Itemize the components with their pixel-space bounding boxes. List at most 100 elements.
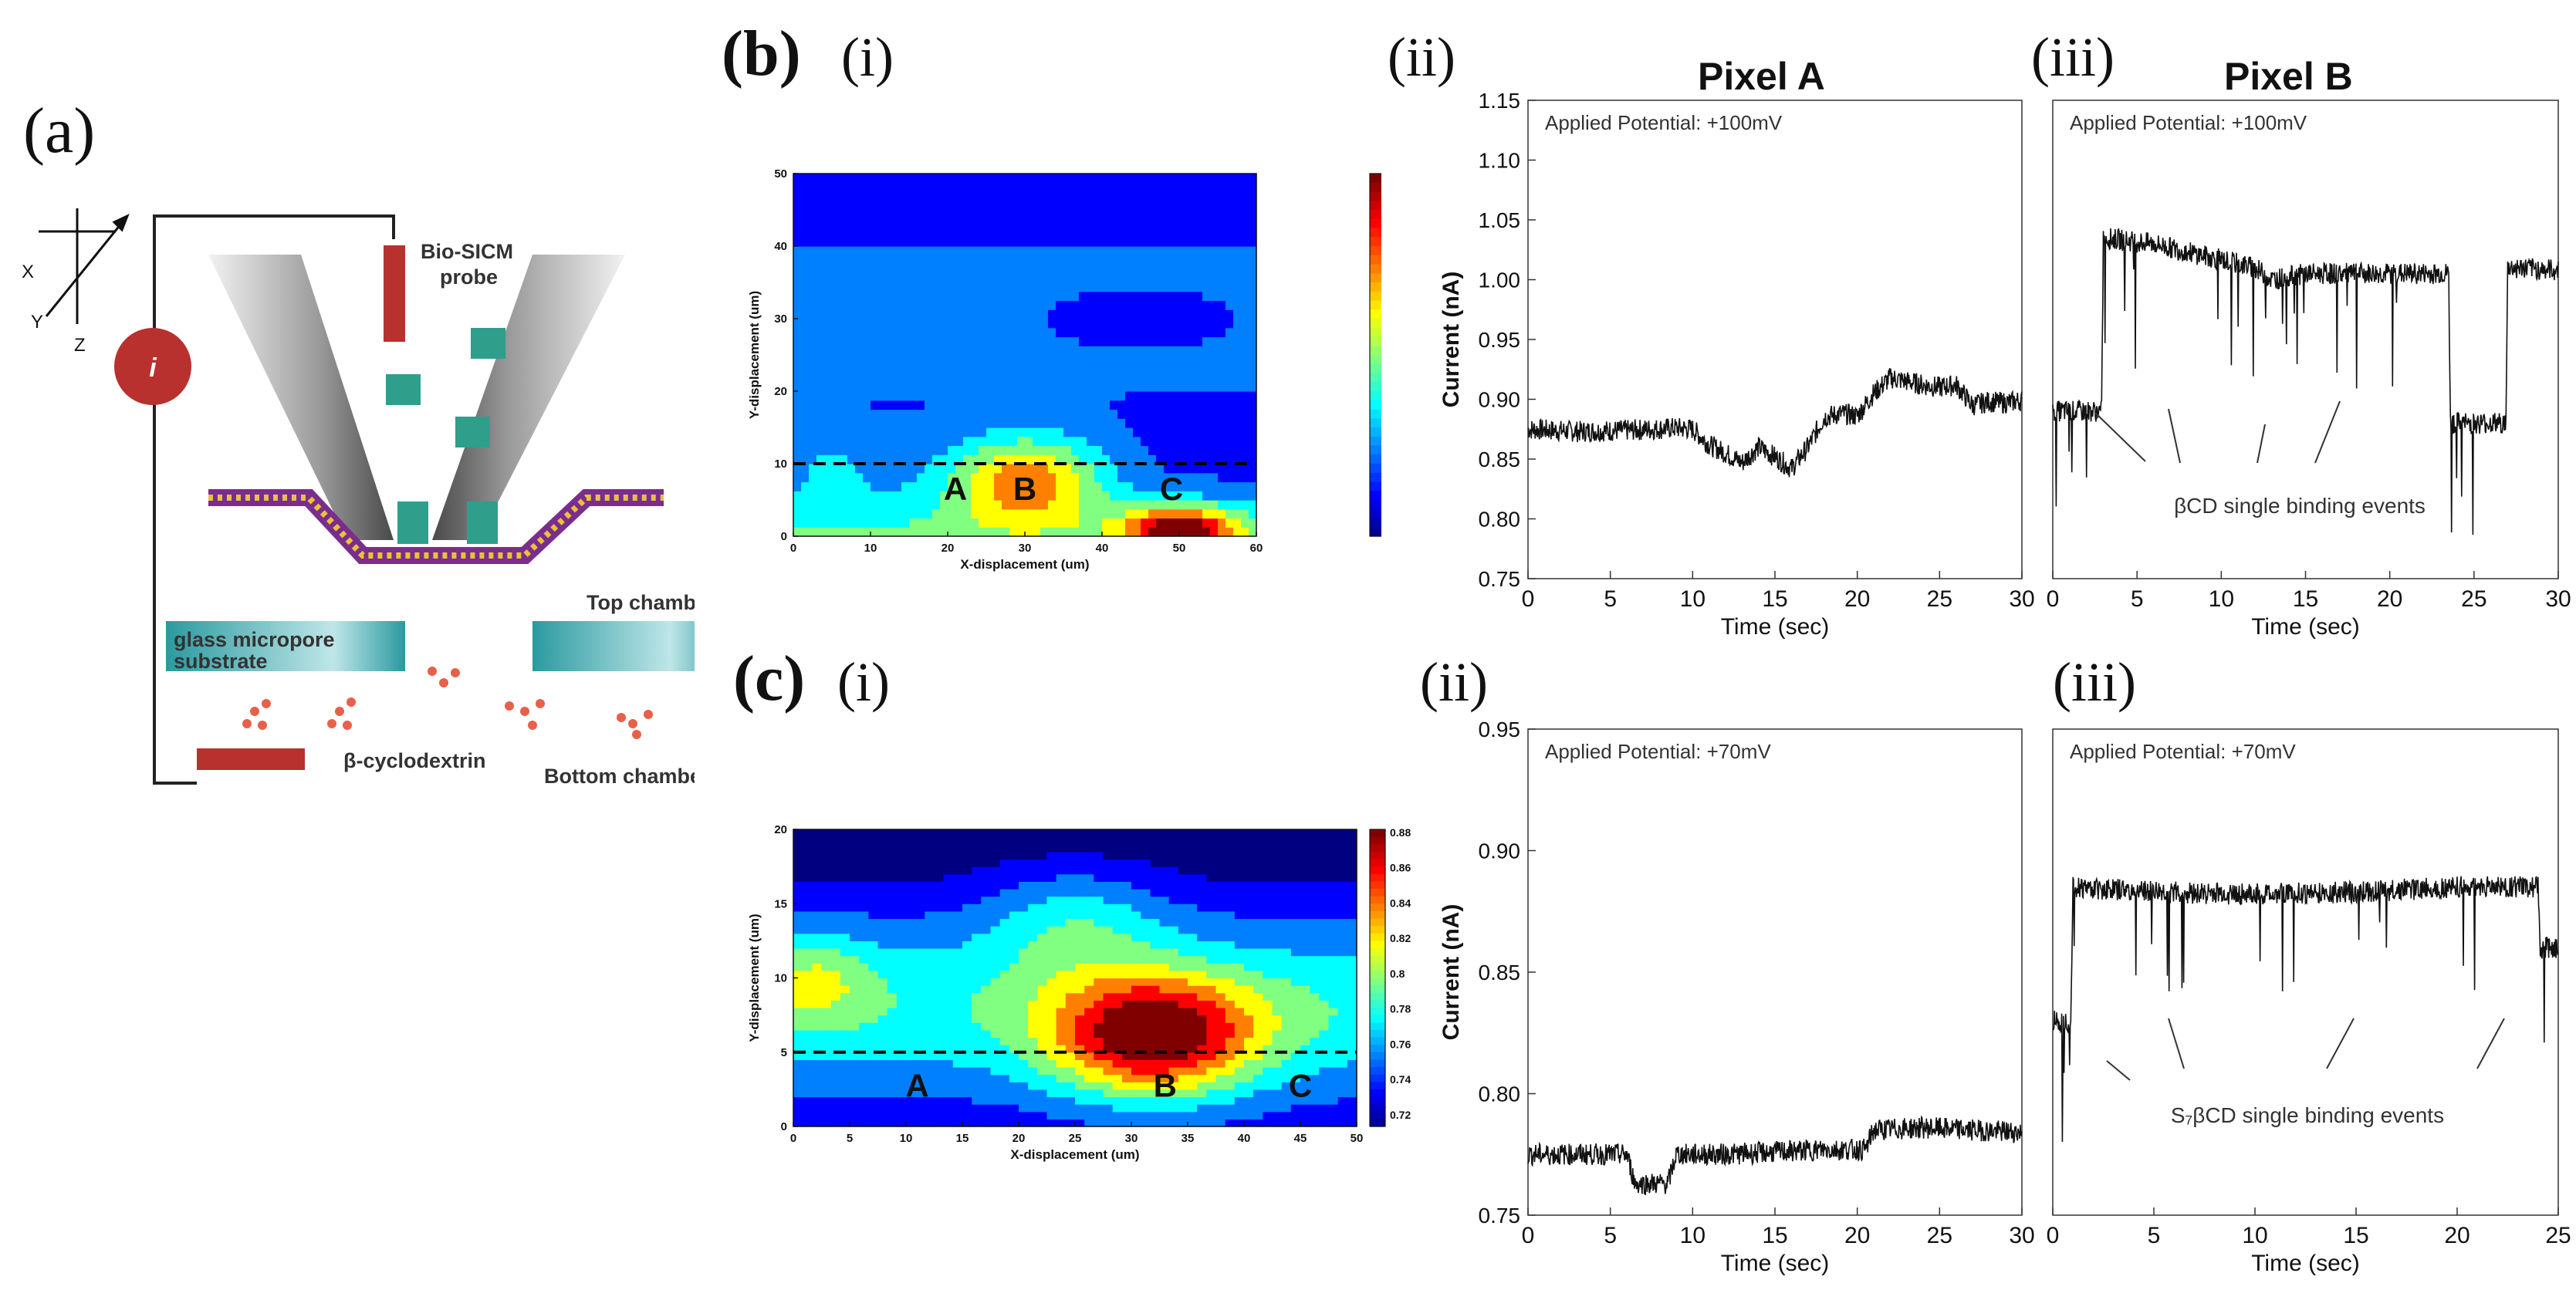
pixel-marker-a: A (944, 471, 967, 507)
y-tick-label: 1.00 (1479, 268, 1521, 292)
x-axis-label: X-displacement (um) (1010, 1147, 1139, 1162)
colorbar-tick-label: 0.86 (1390, 862, 1411, 874)
panel-b-sub-ii: (ii) (1388, 26, 1455, 88)
panel-b-sub-i: (i) (841, 26, 894, 88)
x-tick-label: 20 (1844, 586, 1870, 612)
x-tick-label: 0 (790, 542, 796, 555)
y-tick-label: 0 (781, 530, 787, 543)
x-tick-label: 25 (2545, 1223, 2571, 1248)
schematic-diagram: X Y Z i Bio-SICM probe glass micropore s… (22, 208, 695, 788)
axis-y-label: Y (31, 312, 43, 333)
heatmap-b: A B C 0 10 20 30 40 50 60 0 10 20 30 40 50 X-displacemen… (747, 167, 1381, 572)
x-tick-label: 40 (1238, 1132, 1251, 1145)
x-tick-label: 25 (1069, 1132, 1082, 1145)
x-tick-label: 25 (2461, 586, 2486, 612)
panel-c-sub-iii: (iii) (2053, 651, 2136, 713)
y-tick-label: 0.85 (1479, 961, 1521, 984)
y-tick-label: 1.15 (1479, 89, 1521, 113)
y-tick-label: 20 (774, 823, 787, 836)
y-axis-label: Current (nA) (1438, 904, 1464, 1041)
pixel-marker-c: C (1160, 471, 1183, 507)
y-tick-label: 0 (781, 1120, 787, 1133)
pixel-marker-b: B (1154, 1068, 1177, 1104)
xyz-axes-icon (39, 208, 130, 324)
substrate-label-line1: glass micropore (174, 628, 335, 651)
x-tick-label: 10 (864, 542, 877, 555)
colorbar-tick-label: 0.76 (1390, 1038, 1411, 1050)
x-axis-label: Time (sec) (1721, 614, 1830, 640)
x-tick-label: 30 (2009, 1223, 2034, 1248)
current-trace (1527, 1115, 2023, 1196)
colorbar-tick-label: 0.84 (1390, 897, 1411, 909)
heatmap-cells (793, 829, 1357, 1127)
current-trace (2052, 876, 2559, 1143)
probe-label-line2: probe (440, 265, 498, 289)
probe-right-wall (432, 255, 625, 540)
x-axis-label: Time (sec) (1721, 1251, 1830, 1276)
pixel-marker-c: C (1289, 1068, 1312, 1104)
panel-label-b: (b) (722, 18, 801, 89)
x-tick-label: 40 (1096, 542, 1109, 555)
colorbar-frame (1369, 829, 1386, 1127)
x-tick-label: 30 (2545, 586, 2571, 612)
x-tick-label: 0 (2047, 1223, 2060, 1248)
y-axis-label: Current (nA) (1438, 272, 1464, 408)
x-tick-label: 50 (1351, 1132, 1364, 1145)
y-tick-label: 10 (774, 972, 787, 985)
x-tick-label: 30 (1019, 542, 1032, 555)
pixel-marker-b: B (1013, 471, 1036, 507)
colorbar-tick-label: 0.72 (1390, 1109, 1411, 1121)
colorbar-frame (1369, 173, 1381, 537)
colorbar-tick-label: 0.8 (1390, 967, 1405, 980)
applied-potential-label: Applied Potential: +70mV (2070, 740, 2296, 763)
panel-c-sub-ii: (ii) (1420, 651, 1488, 713)
y-tick-label: 0.75 (1479, 567, 1521, 591)
y-tick-label: 0.90 (1479, 839, 1521, 863)
x-tick-label: 10 (2209, 586, 2234, 612)
event-pointer-line (2314, 400, 2341, 464)
applied-potential-label: Applied Potential: +70mV (1545, 740, 1771, 763)
x-tick-label: 0 (790, 1132, 796, 1145)
lipid-membrane (208, 489, 664, 564)
y-tick-label: 50 (774, 167, 787, 181)
y-tick-label: 0.95 (1479, 718, 1521, 741)
event-pointer-line (2326, 1018, 2355, 1069)
x-tick-label: 20 (1844, 1223, 1870, 1248)
panel-c-sub-i: (i) (837, 651, 890, 713)
pixel-b-title: Pixel B (2224, 55, 2353, 98)
y-axis-label: Y-displacement (um) (747, 291, 762, 419)
applied-potential-label: Applied Potential: +100mV (1545, 111, 1783, 134)
axis-x-label: X (22, 262, 34, 282)
y-tick-label: 0.90 (1479, 388, 1521, 412)
x-tick-label: 5 (847, 1132, 853, 1145)
colorbar-tick-label: 0.74 (1390, 1073, 1411, 1086)
top-chamber-label: Top chamber (587, 591, 695, 614)
top-electrode (384, 245, 405, 342)
x-axis-label: X-displacement (um) (960, 557, 1089, 572)
current-symbol: i (149, 353, 157, 383)
x-tick-label: 10 (2242, 1223, 2267, 1248)
colorbar-tick-label: 0.82 (1390, 932, 1411, 944)
x-tick-label: 5 (2148, 1223, 2161, 1248)
x-tick-label: 45 (1294, 1132, 1307, 1145)
probe-left-wall (208, 255, 394, 540)
y-tick-label: 0.80 (1479, 508, 1521, 532)
x-tick-label: 5 (1604, 586, 1617, 612)
x-tick-label: 25 (1927, 1223, 1952, 1248)
panel-label-c: (c) (733, 643, 806, 714)
y-tick-label: 1.05 (1479, 208, 1521, 232)
event-pointer-line (2168, 1018, 2185, 1069)
x-tick-label: 20 (2377, 586, 2402, 612)
event-pointer-line (2476, 1018, 2505, 1069)
x-tick-label: 50 (1173, 542, 1186, 555)
x-tick-label: 0 (1522, 586, 1535, 612)
x-tick-label: 60 (1250, 542, 1263, 555)
plot-frame (1527, 100, 2023, 579)
x-tick-label: 35 (1182, 1132, 1195, 1145)
y-tick-label: 0.80 (1479, 1082, 1521, 1106)
event-pointer-line (2106, 1060, 2131, 1081)
molecule-label: β-cyclodextrin (343, 749, 486, 772)
y-tick-label: 0.75 (1479, 1204, 1521, 1228)
event-pointer-line (2168, 408, 2181, 464)
x-tick-label: 10 (1680, 1223, 1706, 1248)
